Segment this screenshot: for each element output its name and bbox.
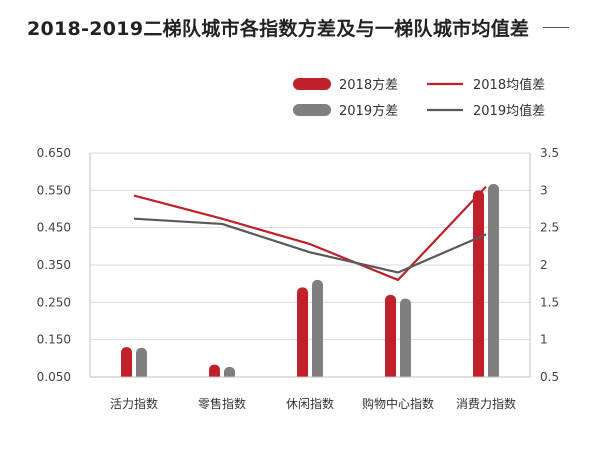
y-left-tick-label: 0.150	[37, 333, 71, 347]
x-category-label: 休闲指数	[286, 396, 334, 411]
x-category-label: 购物中心指数	[362, 396, 434, 411]
bar	[488, 183, 499, 377]
series-line	[133, 185, 487, 282]
y-left-tick-label: 0.250	[37, 295, 71, 309]
x-category-label: 活力指数	[110, 396, 158, 411]
bar	[400, 298, 411, 377]
bar	[297, 287, 308, 377]
bar-base	[473, 371, 484, 377]
legend: 2018方差 2018均值差 2019方差 2019均值差	[293, 77, 545, 119]
bars	[121, 183, 499, 377]
bar-base	[385, 371, 396, 377]
chart-title: 2018-2019二梯队城市各指数方差及与一梯队城市均值差	[27, 17, 530, 40]
legend-item: 2018均值差	[427, 77, 545, 93]
bar-base	[136, 371, 147, 377]
bar-base	[224, 371, 235, 377]
legend-label: 2019方差	[339, 103, 398, 119]
legend-label: 2018均值差	[473, 77, 545, 93]
y-left-tick-label: 0.550	[37, 183, 71, 197]
bar	[385, 294, 396, 377]
bar	[473, 190, 484, 377]
y-right-tick-label: 1	[540, 333, 548, 347]
y-right-tick-label: 2	[540, 258, 548, 272]
y-left-tick-label: 0.650	[37, 146, 71, 160]
gridlines	[90, 152, 530, 341]
legend-item: 2018方差	[293, 77, 398, 93]
x-category-label: 零售指数	[198, 396, 246, 411]
y-left-tick-label: 0.350	[37, 258, 71, 272]
bar	[312, 279, 323, 377]
bar-base	[297, 371, 308, 377]
y-right-tick-label: 2.5	[540, 221, 559, 235]
legend-swatch-bar	[293, 104, 331, 116]
y-right-tick-label: 3.5	[540, 146, 559, 160]
chart-title-row: 2018-2019二梯队城市各指数方差及与一梯队城市均值差	[27, 12, 587, 42]
y-right-tick-label: 0.5	[540, 370, 559, 384]
y-left-tick-label: 0.450	[37, 221, 71, 235]
bar-base	[209, 371, 220, 377]
x-category-label: 消费力指数	[456, 396, 516, 411]
legend-item: 2019方差	[293, 103, 398, 119]
bar-base	[312, 371, 323, 377]
bar	[121, 347, 132, 377]
lines	[133, 185, 487, 282]
legend-item: 2019均值差	[427, 103, 545, 119]
title-decoration-line	[543, 26, 570, 28]
legend-label: 2018方差	[339, 77, 398, 93]
y-right-tick-label: 3	[540, 183, 548, 197]
axes: 0.050 0.150 0.250 0.350 0.450 0.550 0.650 0.5 1 1…	[37, 146, 559, 411]
legend-swatch-bar	[293, 78, 331, 90]
bar-base	[121, 371, 132, 377]
bar	[136, 347, 147, 377]
y-right-tick-label: 1.5	[540, 295, 559, 309]
bar-base	[488, 371, 499, 377]
bar-base	[400, 371, 411, 377]
legend-label: 2019均值差	[473, 103, 545, 119]
y-left-tick-label: 0.050	[37, 370, 71, 384]
series-line	[133, 217, 487, 274]
